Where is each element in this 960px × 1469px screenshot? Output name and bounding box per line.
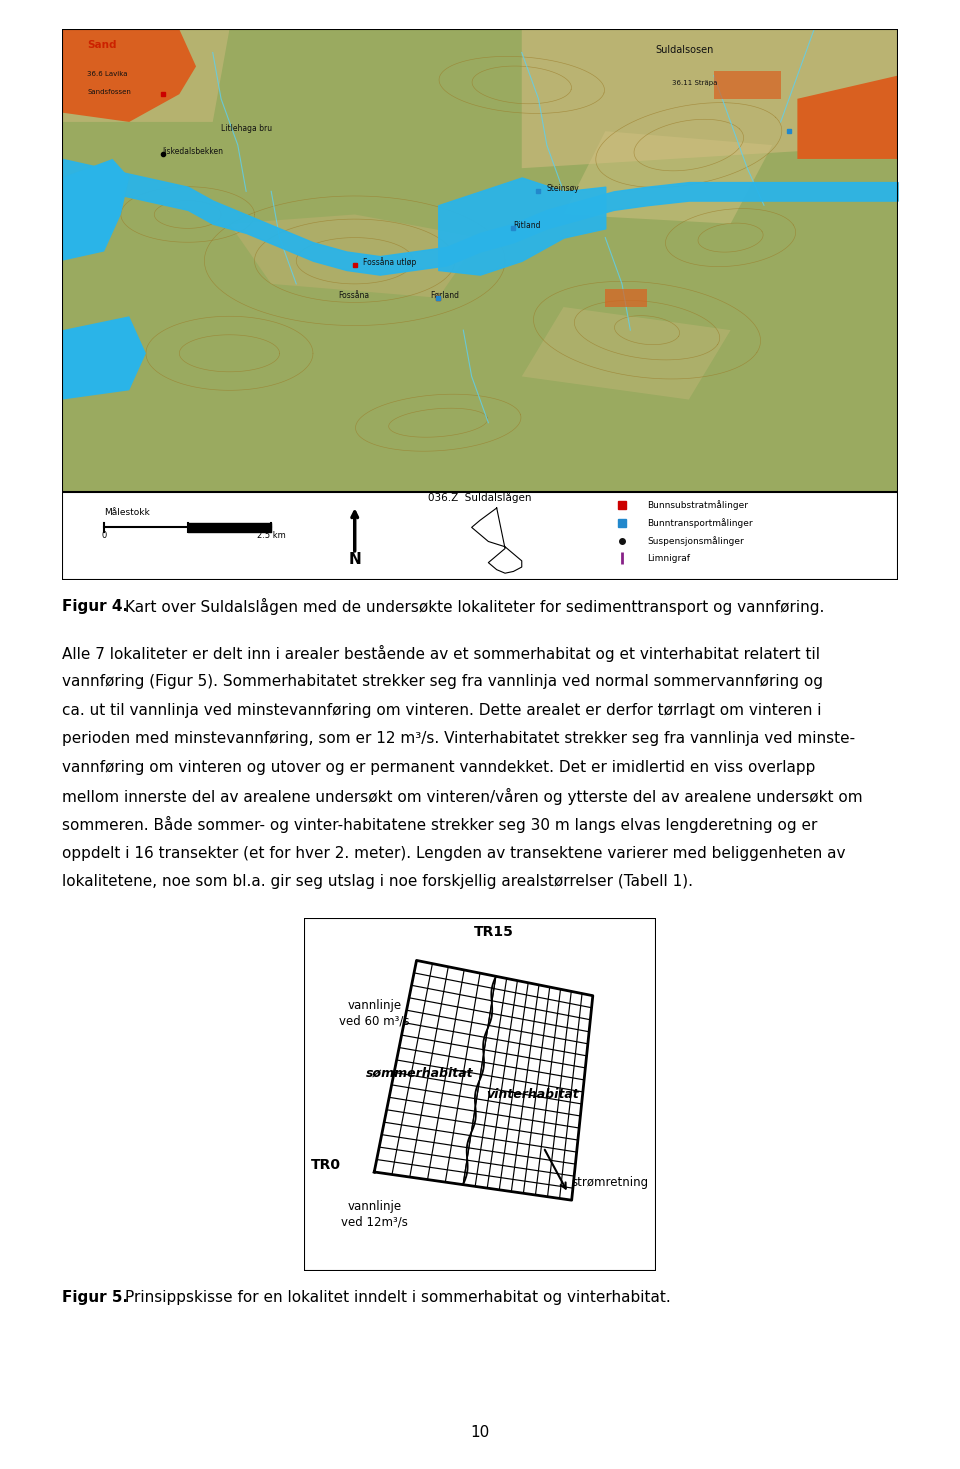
Text: 2.5 km: 2.5 km — [257, 530, 285, 541]
Text: Fossåna: Fossåna — [338, 291, 370, 300]
Text: Steinsøy: Steinsøy — [547, 184, 580, 194]
Text: 36.11 Sträpa: 36.11 Sträpa — [672, 79, 717, 85]
Text: Suldalsosen: Suldalsosen — [656, 44, 714, 54]
Text: vannføring (Figur 5). Sommerhabitatet strekker seg fra vannlinja ved normal somm: vannføring (Figur 5). Sommerhabitatet st… — [62, 674, 824, 689]
Text: 0: 0 — [102, 530, 107, 541]
Polygon shape — [62, 29, 229, 122]
Polygon shape — [62, 316, 146, 400]
Bar — [605, 288, 647, 307]
Text: mellom innerste del av arealene undersøkt om vinteren/våren og ytterste del av a: mellom innerste del av arealene undersøk… — [62, 787, 863, 805]
Text: Førland: Førland — [430, 291, 459, 300]
Polygon shape — [229, 214, 480, 298]
Text: lokalitetene, noe som bl.a. gir seg utslag i noe forskjellig arealstørrelser (Ta: lokalitetene, noe som bl.a. gir seg utsl… — [62, 874, 693, 889]
Text: Sandsfossen: Sandsfossen — [87, 90, 132, 95]
Text: 10: 10 — [470, 1425, 490, 1440]
Text: 36.6 Lavika: 36.6 Lavika — [87, 71, 128, 76]
Text: vannføring om vinteren og utover og er permanent vanndekket. Det er imidlertid e: vannføring om vinteren og utover og er p… — [62, 759, 816, 776]
Text: sommeren. Både sommer- og vinter-habitatene strekker seg 30 m langs elvas lengde: sommeren. Både sommer- og vinter-habitat… — [62, 817, 818, 833]
Text: Sand: Sand — [87, 40, 117, 50]
Text: Limnigraf: Limnigraf — [647, 554, 690, 563]
Polygon shape — [522, 29, 898, 169]
Text: Bunnsubstratmålinger: Bunnsubstratmålinger — [647, 501, 748, 510]
Text: Figur 4.: Figur 4. — [62, 599, 129, 614]
Text: Prinsippskisse for en lokalitet inndelt i sommerhabitat og vinterhabitat.: Prinsippskisse for en lokalitet inndelt … — [125, 1290, 670, 1304]
Text: TR15: TR15 — [474, 925, 514, 939]
Polygon shape — [522, 307, 731, 400]
Text: Fossåna utløp: Fossåna utløp — [363, 257, 417, 267]
Text: vannlinje
ved 60 m³/s: vannlinje ved 60 m³/s — [339, 999, 410, 1027]
Text: perioden med minstevannføring, som er 12 m³/s. Vinterhabitatet strekker seg fra : perioden med minstevannføring, som er 12… — [62, 732, 855, 746]
Polygon shape — [62, 159, 130, 261]
Text: Alle 7 lokaliteter er delt inn i arealer bestående av et sommerhabitat og et vin: Alle 7 lokaliteter er delt inn i arealer… — [62, 645, 821, 663]
Text: Bunntransportmålinger: Bunntransportmålinger — [647, 519, 753, 527]
Text: Figur 5.: Figur 5. — [62, 1290, 129, 1304]
Text: strømretning: strømretning — [571, 1177, 649, 1188]
Text: 036.Z  Suldalslågen: 036.Z Suldalslågen — [428, 491, 532, 502]
Bar — [714, 71, 780, 98]
Text: TR0: TR0 — [311, 1158, 341, 1172]
Text: vinterhabitat: vinterhabitat — [487, 1089, 579, 1100]
Text: oppdelt i 16 transekter (et for hver 2. meter). Lengden av transektene varierer : oppdelt i 16 transekter (et for hver 2. … — [62, 846, 846, 861]
Polygon shape — [798, 76, 898, 159]
Text: vannlinje
ved 12m³/s: vannlinje ved 12m³/s — [341, 1200, 408, 1228]
Text: ca. ut til vannlinja ved minstevannføring om vinteren. Dette arealet er derfor t: ca. ut til vannlinja ved minstevannførin… — [62, 704, 822, 718]
Text: Litlehaga bru: Litlehaga bru — [221, 125, 273, 134]
Text: sømmerhabitat: sømmerhabitat — [367, 1066, 474, 1080]
Text: Ritland: Ritland — [514, 222, 540, 231]
Text: Målestokk: Målestokk — [105, 508, 150, 517]
Polygon shape — [62, 29, 196, 122]
Text: Jiskedalsbekken: Jiskedalsbekken — [162, 147, 224, 156]
Text: Suspensjonsmålinger: Suspensjonsmålinger — [647, 536, 744, 545]
Text: Kart over Suldalslågen med de undersøkte lokaliteter for sedimenttransport og va: Kart over Suldalslågen med de undersøkte… — [125, 598, 825, 616]
Text: N: N — [348, 552, 361, 567]
Polygon shape — [564, 131, 772, 223]
